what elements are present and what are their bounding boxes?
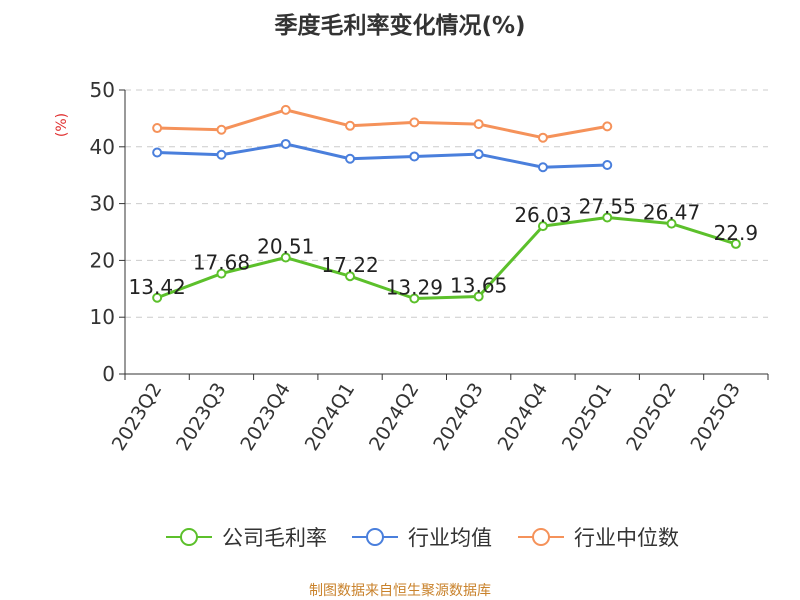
- axes: [119, 89, 769, 380]
- data-point: [345, 153, 356, 164]
- data-point: [280, 252, 291, 263]
- data-label: 22.9: [714, 221, 759, 245]
- data-point: [409, 117, 420, 128]
- data-label: 13.29: [386, 276, 443, 300]
- data-point: [473, 291, 484, 302]
- legend-swatch-marker: [180, 528, 198, 546]
- legend-label: 公司毛利率: [222, 526, 327, 550]
- legend-label: 行业均值: [408, 526, 492, 550]
- series-lines: [152, 104, 741, 304]
- data-label: 13.65: [450, 273, 507, 297]
- data-point: [152, 292, 163, 303]
- x-tick-label: 2023Q4: [236, 379, 295, 455]
- data-point: [730, 238, 741, 249]
- legend-swatch-marker: [532, 528, 550, 546]
- data-point: [345, 271, 356, 282]
- data-labels: 13.42 17.68 20.51 17.22 13.29 13.65 26.03 27.55…: [129, 195, 759, 300]
- series-line-2: [157, 108, 608, 140]
- data-label: 17.68: [193, 251, 250, 275]
- x-tick-label: 2023Q3: [172, 379, 231, 455]
- data-label: 13.42: [129, 275, 186, 299]
- data-point: [537, 221, 548, 232]
- x-tick-labels: 2023Q2 2023Q3 2023Q4 2024Q1 2024Q2 2024Q3 2024…: [108, 379, 745, 455]
- data-point: [602, 212, 613, 223]
- legend: 公司毛利率 行业均值 行业中位数: [166, 526, 679, 550]
- data-point: [473, 149, 484, 160]
- data-point: [280, 104, 291, 115]
- x-tick-label: 2024Q1: [301, 379, 360, 455]
- chart-title: 季度毛利率变化情况(%): [274, 13, 526, 39]
- y-tick-label: 50: [90, 78, 115, 102]
- data-label: 20.51: [257, 235, 314, 259]
- x-tick-label: 2023Q2: [108, 379, 167, 455]
- x-tick-label: 2025Q3: [686, 379, 745, 455]
- y-tick-label: 10: [90, 305, 115, 329]
- data-label: 26.47: [643, 201, 700, 225]
- data-point: [152, 123, 163, 134]
- data-label: 17.22: [321, 253, 378, 277]
- data-point: [537, 162, 548, 173]
- x-tick-label: 2024Q3: [429, 379, 488, 455]
- x-tick-label: 2024Q4: [494, 379, 553, 455]
- y-tick-label: 40: [90, 135, 115, 159]
- y-tick-label: 0: [102, 362, 115, 386]
- x-tick-label: 2024Q2: [365, 379, 424, 455]
- legend-swatch-marker: [366, 528, 384, 546]
- data-label: 26.03: [514, 203, 571, 227]
- data-point: [216, 149, 227, 160]
- grid-lines: [125, 89, 768, 318]
- data-point: [409, 293, 420, 304]
- y-tick-labels: 0 10 20 30 40 50: [90, 78, 115, 386]
- data-point: [602, 159, 613, 170]
- data-point: [473, 119, 484, 130]
- data-point: [666, 218, 677, 229]
- data-point: [602, 121, 613, 132]
- x-tick-label: 2025Q2: [622, 379, 681, 455]
- x-tick-label: 2025Q1: [558, 379, 617, 455]
- source-note: 制图数据来自恒生聚源数据库: [309, 583, 491, 599]
- data-point: [152, 147, 163, 158]
- series-line-1: [157, 142, 608, 169]
- data-point: [280, 138, 291, 149]
- y-axis-label: (%): [54, 113, 70, 137]
- data-point: [409, 151, 420, 162]
- data-point: [345, 120, 356, 131]
- y-tick-label: 30: [90, 192, 115, 216]
- data-point: [216, 124, 227, 135]
- y-tick-label: 20: [90, 248, 115, 272]
- data-point: [537, 132, 548, 143]
- legend-label: 行业中位数: [574, 526, 679, 550]
- data-label: 27.55: [579, 195, 636, 219]
- series-line-0: [156, 216, 737, 301]
- data-point: [216, 268, 227, 279]
